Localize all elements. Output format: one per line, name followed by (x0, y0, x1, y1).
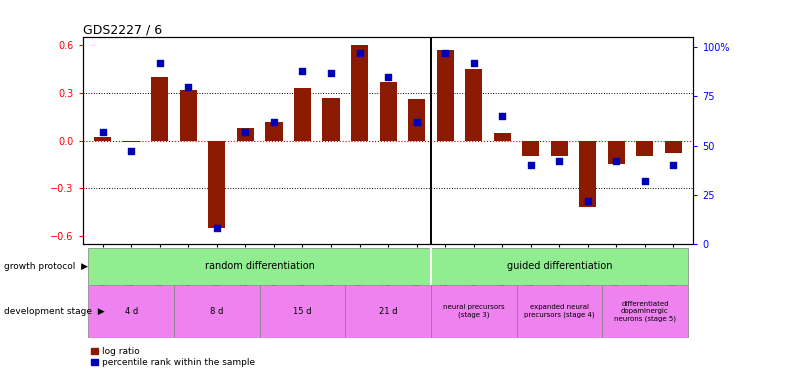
Text: development stage  ▶: development stage ▶ (4, 307, 105, 316)
Bar (522, 141, 539, 156)
Bar (608, 141, 625, 164)
Text: 21 d: 21 d (379, 307, 397, 316)
Text: expanded neural
precursors (stage 4): expanded neural precursors (stage 4) (524, 304, 595, 318)
Bar (208, 141, 225, 228)
Bar (345, 285, 431, 338)
Bar (665, 141, 682, 153)
Bar (180, 90, 197, 141)
Point (381, 74, 394, 80)
Text: neural precursors
(stage 3): neural precursors (stage 3) (443, 304, 504, 318)
Point (325, 70, 337, 76)
Text: 4 d: 4 d (125, 307, 138, 316)
Point (667, 162, 680, 168)
Bar (260, 285, 345, 338)
Bar (408, 99, 426, 141)
Text: differentiated
dopaminergic
neurons (stage 5): differentiated dopaminergic neurons (sta… (614, 301, 676, 321)
Bar (380, 82, 396, 141)
Bar (551, 141, 568, 156)
Point (610, 158, 623, 164)
Point (96, 129, 109, 135)
Bar (88, 248, 431, 285)
Bar (322, 98, 340, 141)
Text: random differentiation: random differentiation (205, 261, 314, 271)
Bar (266, 122, 283, 141)
Text: 8 d: 8 d (210, 307, 224, 316)
Text: growth protocol  ▶: growth protocol ▶ (4, 262, 88, 271)
Bar (516, 285, 602, 338)
Point (553, 158, 566, 164)
Point (638, 178, 651, 184)
Point (496, 113, 508, 119)
Bar (602, 285, 688, 338)
Point (296, 68, 309, 74)
Point (467, 60, 480, 66)
Point (439, 50, 452, 56)
Point (525, 162, 537, 168)
Point (411, 119, 423, 125)
Bar (151, 77, 169, 141)
Text: 15 d: 15 d (293, 307, 312, 316)
Bar (579, 141, 597, 207)
Text: GDS2227 / 6: GDS2227 / 6 (83, 23, 162, 36)
Point (353, 50, 366, 56)
Point (210, 225, 223, 231)
Point (154, 60, 166, 66)
Bar (637, 141, 653, 156)
Bar (431, 248, 688, 285)
Bar (237, 128, 254, 141)
Bar (493, 133, 511, 141)
Bar (294, 88, 311, 141)
Bar (88, 285, 174, 338)
Bar (351, 45, 368, 141)
Bar (123, 141, 139, 142)
Point (582, 198, 594, 204)
Bar (431, 285, 516, 338)
Bar (174, 285, 260, 338)
Point (125, 148, 138, 154)
Legend: log ratio, percentile rank within the sample: log ratio, percentile rank within the sa… (87, 344, 258, 370)
Bar (465, 69, 482, 141)
Text: guided differentiation: guided differentiation (507, 261, 612, 271)
Bar (437, 50, 454, 141)
Point (268, 119, 281, 125)
Point (182, 84, 195, 90)
Bar (94, 138, 111, 141)
Point (239, 129, 251, 135)
